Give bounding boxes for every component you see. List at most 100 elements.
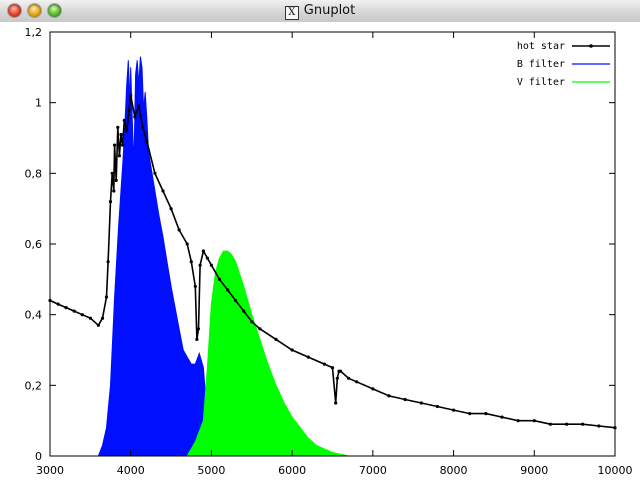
hot-star-point — [133, 115, 137, 119]
hot-star-point — [371, 387, 375, 391]
legend-label-hot-star: hot star — [517, 41, 565, 52]
legend-label-b-filter: B filter — [517, 59, 565, 70]
zoom-button[interactable] — [48, 4, 61, 17]
series-lines — [48, 94, 617, 430]
hot-star-point — [403, 397, 407, 402]
x11-icon: X — [284, 6, 299, 20]
hot-star-point — [387, 394, 391, 398]
x-tick-label: 6000 — [278, 464, 306, 477]
y-tick-label: 0,2 — [25, 379, 43, 392]
hot-star-point — [217, 277, 222, 281]
hot-star-point — [137, 104, 141, 108]
hot-star-point — [435, 404, 439, 409]
plot-canvas: 3000 4000 5000 6000 7000 8000 9000 10000 0 0,2 0,4… — [0, 22, 640, 494]
hot-star-point — [347, 376, 351, 380]
y-tick-label: 1 — [35, 97, 42, 110]
hot-star-point — [169, 207, 173, 211]
hot-star-point — [330, 366, 335, 370]
hot-star-point — [565, 422, 569, 426]
hot-star-point — [290, 348, 294, 352]
hot-star-point — [500, 415, 504, 419]
hot-star-point — [122, 118, 126, 122]
x-tick-label: 7000 — [359, 464, 387, 477]
hot-star-point — [419, 401, 423, 405]
hot-star-point — [335, 376, 339, 380]
x-tick-label: 4000 — [117, 464, 145, 477]
hot-star-point — [121, 143, 125, 147]
hot-star-point — [104, 295, 109, 299]
window-title-group: X Gnuplot — [0, 3, 640, 20]
hot-star-point — [177, 228, 181, 232]
minimize-button[interactable] — [28, 4, 41, 17]
hot-star-point — [242, 309, 246, 313]
legend: hot star B filter V filter — [517, 41, 610, 88]
hot-star-point — [339, 369, 343, 373]
hot-star-point — [334, 401, 338, 405]
hot-star-point — [548, 422, 553, 426]
hot-star-point — [250, 320, 254, 324]
axis-ticks: 3000 4000 5000 6000 7000 8000 9000 10000 0 0,2 0,4… — [25, 26, 633, 477]
hot-star-point — [125, 129, 129, 133]
hot-star-point — [117, 154, 121, 158]
hot-star-point — [100, 316, 105, 320]
hot-star-point — [306, 355, 310, 359]
x-tick-label: 9000 — [520, 464, 548, 477]
close-button[interactable] — [8, 4, 21, 17]
window-title: Gnuplot — [303, 3, 356, 18]
y-tick-label: 0,6 — [25, 238, 43, 251]
x-tick-label: 5000 — [197, 464, 225, 477]
hot-star-point — [80, 313, 84, 317]
y-tick-label: 0,4 — [25, 309, 43, 322]
filter-areas — [97, 56, 349, 457]
plot-background — [0, 22, 640, 494]
title-bar[interactable]: X Gnuplot — [0, 0, 640, 23]
hot-star-point — [145, 139, 149, 144]
hot-star-point — [113, 143, 117, 147]
hot-star-point — [322, 362, 326, 366]
hot-star-point — [597, 424, 601, 428]
hot-star-point — [484, 412, 488, 416]
legend-label-v-filter: V filter — [517, 77, 565, 88]
hot-star-point — [516, 419, 520, 423]
y-tick-label: 1,2 — [25, 26, 43, 39]
legend-marker-hot-star — [589, 44, 593, 48]
hot-star-point — [106, 260, 110, 264]
hot-star-point — [153, 171, 157, 175]
y-tick-label: 0,8 — [25, 167, 43, 180]
x-tick-label: 8000 — [440, 464, 468, 477]
hot-star-point — [116, 125, 120, 129]
hot-star-point — [452, 408, 456, 412]
hot-star-point — [209, 263, 213, 267]
hot-star-point — [96, 323, 100, 327]
hot-star-point — [581, 422, 585, 426]
v-filter-area — [186, 250, 349, 457]
hot-star-point — [64, 306, 68, 310]
hot-star-point — [141, 125, 145, 129]
hot-star-point — [127, 108, 131, 112]
hot-star-point — [112, 189, 116, 193]
hot-star-point — [129, 94, 133, 98]
hot-star-point — [195, 337, 199, 341]
hot-star-point — [72, 309, 76, 313]
hot-star-point — [274, 337, 278, 341]
hot-star-point — [108, 200, 113, 204]
hot-star-point — [198, 263, 202, 267]
hot-star-point — [196, 327, 201, 331]
hot-star-point — [56, 302, 60, 306]
hot-star-point — [226, 288, 230, 292]
hot-star-point — [468, 412, 472, 416]
hot-star-point — [193, 284, 197, 288]
x-tick-label: 3000 — [36, 464, 64, 477]
hot-star-point — [114, 178, 118, 182]
hot-star-point — [189, 260, 193, 264]
hot-star-point — [201, 249, 205, 253]
hot-star-point — [205, 256, 209, 260]
hot-star-point — [110, 171, 114, 175]
hot-star-point — [532, 419, 536, 423]
hot-star-point — [185, 242, 189, 246]
hot-star-point — [161, 189, 165, 193]
b-filter-area — [97, 56, 212, 457]
hot-star-point — [119, 132, 123, 137]
hot-star-point — [88, 316, 92, 320]
